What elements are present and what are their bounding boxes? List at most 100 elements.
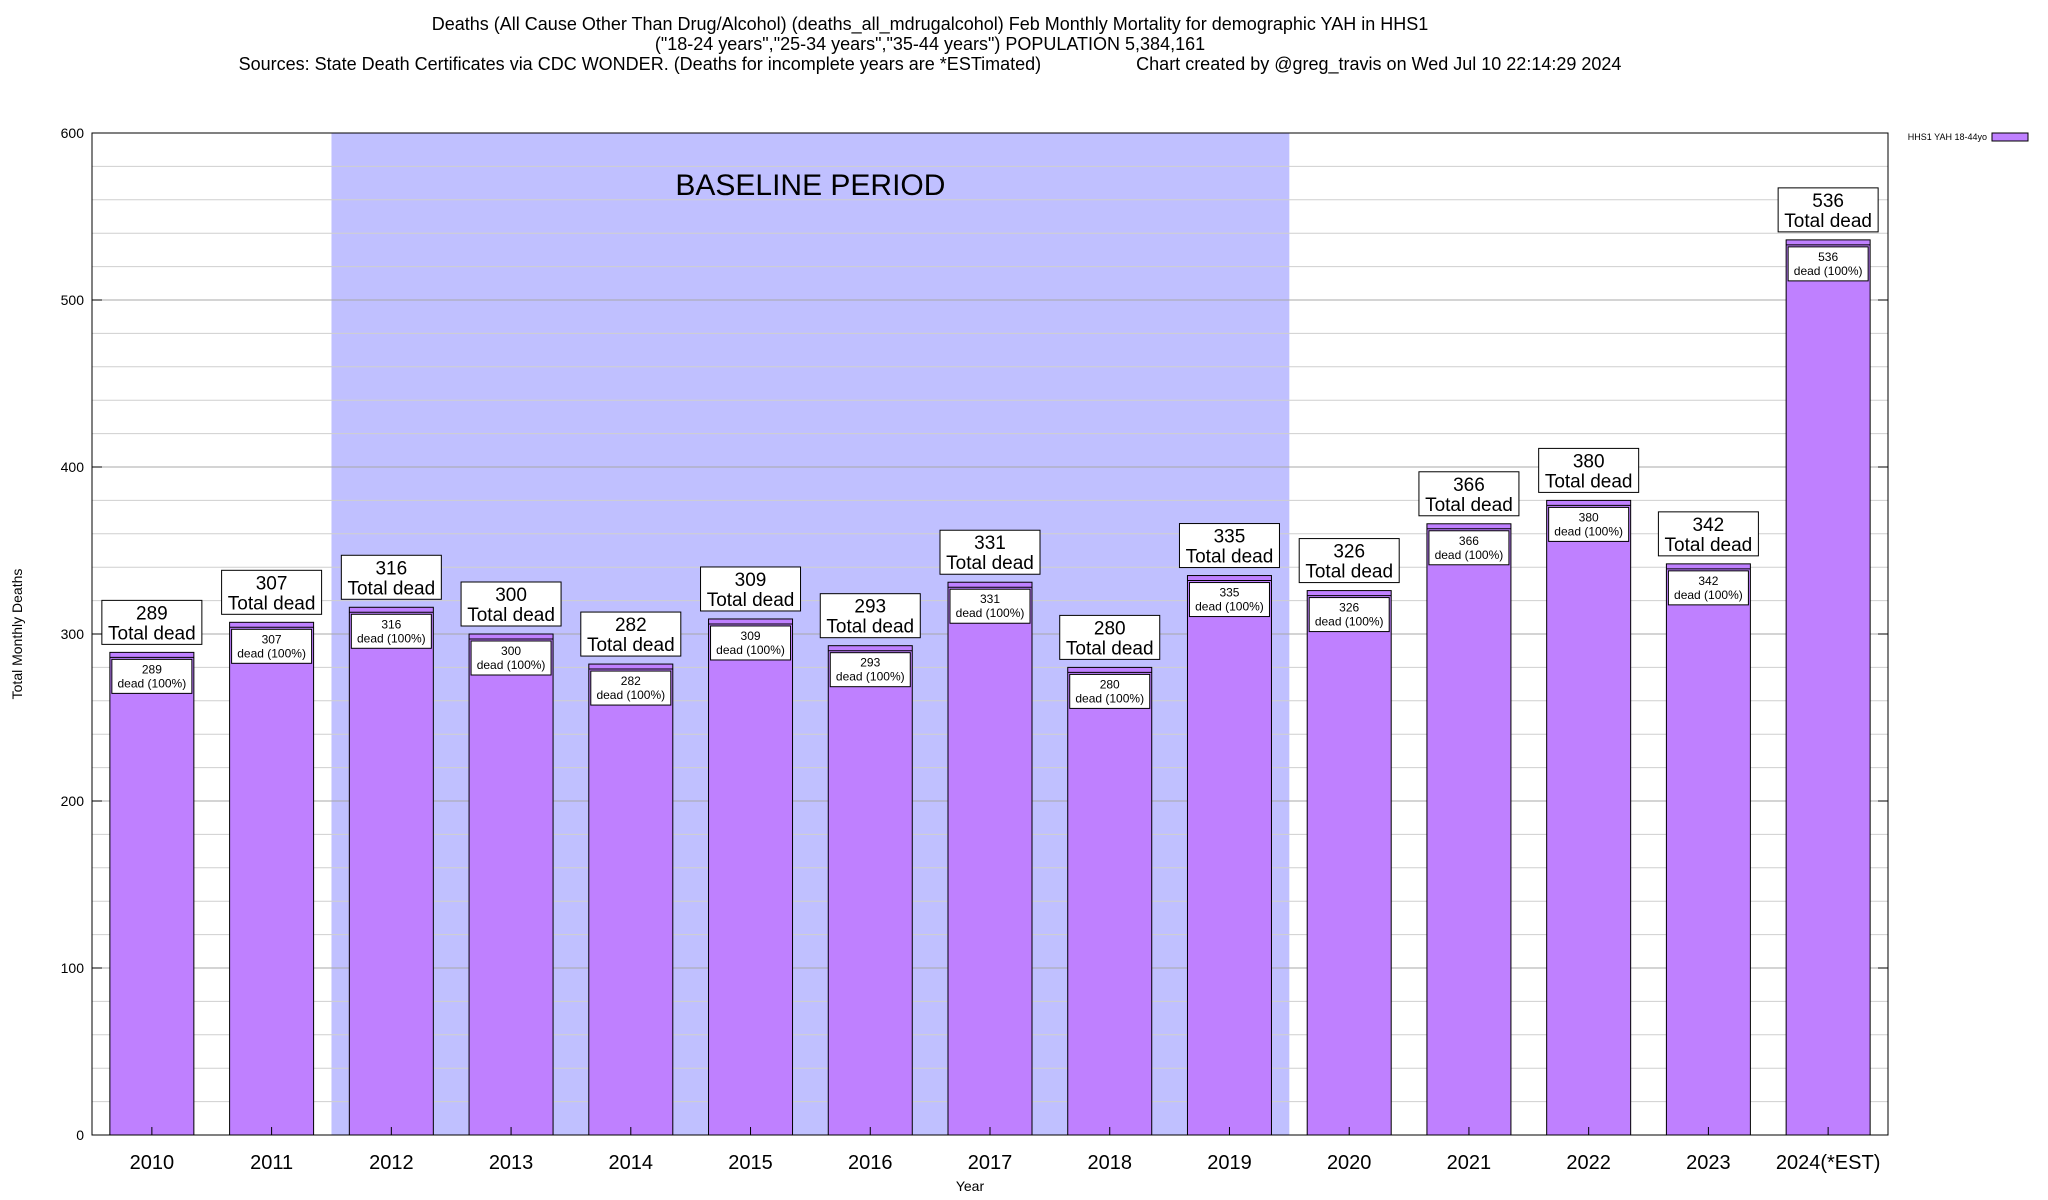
inner-label-box	[1428, 530, 1510, 566]
total-value-label: 282	[615, 615, 647, 636]
total-value-label: 366	[1453, 475, 1485, 496]
bar	[1067, 666, 1153, 1136]
total-value-label: 309	[735, 570, 767, 591]
total-label-box	[1059, 614, 1161, 660]
inner-label-box	[1188, 582, 1270, 618]
bar	[1546, 499, 1632, 1136]
legend-label: HHS1 YAH 18-44yo	[1908, 132, 1987, 142]
inner-label-box	[470, 640, 552, 676]
total-label-box	[1538, 447, 1640, 493]
inner-percent-label: dead (100%)	[1435, 548, 1504, 562]
inner-label-box	[1667, 570, 1749, 606]
inner-value-label: 316	[381, 617, 401, 631]
x-tick-label: 2014	[609, 1152, 654, 1174]
legend-swatch	[1991, 132, 2029, 142]
y-tick-label: 300	[61, 626, 85, 642]
x-tick-label: 2021	[1447, 1152, 1492, 1174]
y-tick-label: 0	[76, 1127, 84, 1143]
inner-value-label: 300	[501, 644, 521, 658]
total-text-label: Total dead	[228, 593, 316, 614]
total-label-box	[1657, 511, 1759, 557]
total-value-label: 331	[974, 533, 1006, 554]
total-text-label: Total dead	[347, 578, 435, 599]
total-value-label: 300	[495, 585, 527, 606]
total-value-label: 289	[136, 603, 168, 624]
total-text-label: Total dead	[587, 635, 675, 656]
chart-title: Deaths (All Cause Other Than Drug/Alcoho…	[431, 14, 1429, 34]
inner-percent-label: dead (100%)	[1075, 691, 1144, 705]
inner-percent-label: dead (100%)	[357, 631, 426, 645]
inner-label-box	[231, 628, 313, 664]
total-text-label: Total dead	[1545, 471, 1633, 492]
bar	[1426, 523, 1512, 1136]
bar	[947, 581, 1033, 1136]
x-tick-label: 2011	[250, 1152, 293, 1174]
total-text-label: Total dead	[707, 590, 795, 611]
total-label-box	[700, 566, 802, 612]
inner-value-label: 309	[741, 629, 761, 643]
total-label-box	[1298, 538, 1400, 584]
total-text-label: Total dead	[1784, 211, 1872, 232]
total-text-label: Total dead	[1186, 547, 1274, 568]
total-value-label: 316	[375, 558, 407, 579]
total-value-label: 342	[1693, 515, 1725, 536]
bar	[1186, 575, 1272, 1136]
chart-source: Sources: State Death Certificates via CD…	[238, 54, 1042, 74]
inner-percent-label: dead (100%)	[1195, 600, 1264, 614]
y-tick-label: 100	[61, 960, 85, 976]
inner-label-box	[829, 652, 911, 688]
baseline-label: BASELINE PERIOD	[675, 169, 945, 202]
y-tick-label: 200	[61, 793, 85, 809]
total-label-box	[221, 569, 323, 615]
inner-percent-label: dead (100%)	[118, 676, 187, 690]
y-axis-title: Total Monthly Deaths	[9, 569, 25, 700]
total-label-box	[1178, 523, 1280, 569]
inner-percent-label: dead (100%)	[716, 643, 785, 657]
inner-label-box	[1069, 673, 1151, 709]
total-label-box	[939, 529, 1041, 575]
total-value-label: 293	[854, 597, 886, 618]
bar	[827, 645, 913, 1136]
inner-label-box	[590, 670, 672, 706]
inner-label-box	[710, 625, 792, 661]
inner-value-label: 282	[621, 674, 641, 688]
x-axis-title: Year	[956, 1178, 985, 1194]
inner-value-label: 280	[1100, 677, 1120, 691]
inner-percent-label: dead (100%)	[1794, 264, 1863, 278]
total-label-box	[819, 593, 921, 639]
inner-label-box	[350, 613, 432, 649]
inner-percent-label: dead (100%)	[1554, 524, 1623, 538]
total-value-label: 307	[256, 573, 288, 594]
inner-percent-label: dead (100%)	[477, 658, 546, 672]
total-label-box	[1418, 471, 1520, 517]
inner-label-box	[111, 658, 193, 694]
chart-header: Deaths (All Cause Other Than Drug/Alcoho…	[0, 14, 1860, 74]
inner-label-box	[1548, 506, 1630, 542]
bar	[708, 618, 794, 1136]
bar	[468, 633, 554, 1136]
x-tick-label: 2016	[848, 1152, 893, 1174]
inner-percent-label: dead (100%)	[237, 646, 306, 660]
bar	[109, 651, 195, 1136]
total-label-box	[1777, 187, 1879, 233]
x-tick-label: 2019	[1207, 1152, 1252, 1174]
x-tick-label: 2022	[1566, 1152, 1611, 1174]
x-tick-label: 2017	[968, 1152, 1013, 1174]
inner-value-label: 335	[1219, 586, 1239, 600]
inner-value-label: 289	[142, 662, 162, 676]
inner-value-label: 331	[980, 592, 1000, 606]
inner-value-label: 293	[860, 656, 880, 670]
chart-credit: Chart created by @greg_travis on Wed Jul…	[1136, 54, 1622, 74]
inner-percent-label: dead (100%)	[1674, 588, 1743, 602]
total-text-label: Total dead	[467, 605, 555, 626]
x-tick-label: 2020	[1327, 1152, 1372, 1174]
inner-label-box	[1787, 246, 1869, 282]
total-value-label: 536	[1812, 191, 1844, 212]
total-text-label: Total dead	[1425, 495, 1513, 516]
inner-label-box	[1308, 597, 1390, 633]
y-tick-label: 600	[61, 125, 85, 141]
x-tick-label: 2010	[130, 1152, 175, 1174]
total-text-label: Total dead	[1665, 535, 1753, 556]
chart-source-line: Sources: State Death Certificates via CD…	[0, 54, 1860, 74]
inner-value-label: 380	[1579, 510, 1599, 524]
